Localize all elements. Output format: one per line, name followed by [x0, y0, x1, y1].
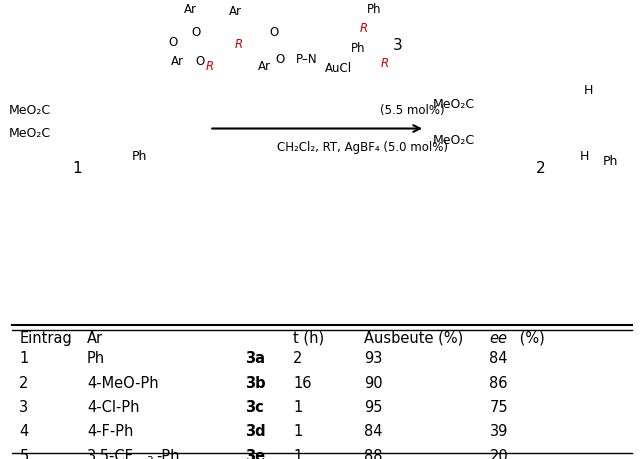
Text: 88: 88 [364, 449, 383, 459]
Text: 16: 16 [293, 376, 312, 391]
Text: 2: 2 [536, 161, 545, 176]
Text: MeO₂C: MeO₂C [433, 98, 475, 111]
Text: 2: 2 [293, 352, 303, 366]
Text: 3e: 3e [245, 449, 265, 459]
Text: 3d: 3d [245, 425, 265, 439]
Text: CH₂Cl₂, RT, AgBF₄ (5.0 mol%): CH₂Cl₂, RT, AgBF₄ (5.0 mol%) [277, 141, 448, 154]
Text: t (h): t (h) [293, 331, 324, 346]
Text: 90: 90 [364, 376, 383, 391]
Text: 1: 1 [293, 400, 302, 415]
Text: Eintrag: Eintrag [19, 331, 72, 346]
Text: R: R [234, 38, 242, 51]
Text: 3: 3 [393, 39, 402, 53]
Text: 3: 3 [146, 456, 153, 459]
Text: -Ph: -Ph [156, 449, 179, 459]
Text: H: H [583, 84, 593, 97]
Text: O: O [269, 26, 278, 39]
Text: H: H [580, 150, 589, 162]
Text: Ar: Ar [171, 56, 184, 68]
Text: Ausbeute (%): Ausbeute (%) [364, 331, 463, 346]
Text: 84: 84 [364, 425, 383, 439]
Text: O: O [276, 53, 285, 66]
Text: 95: 95 [364, 400, 383, 415]
Text: 1: 1 [293, 425, 302, 439]
Text: MeO₂C: MeO₂C [8, 127, 50, 140]
Text: Ph: Ph [351, 42, 366, 55]
Text: (%): (%) [515, 331, 545, 346]
Text: 1: 1 [73, 161, 82, 176]
Text: 4-F-Ph: 4-F-Ph [87, 425, 133, 439]
Text: MeO₂C: MeO₂C [433, 134, 475, 147]
Text: (5.5 mol%): (5.5 mol%) [380, 104, 444, 117]
Text: ee: ee [489, 331, 507, 346]
Text: Ar: Ar [229, 5, 242, 18]
Text: 75: 75 [489, 400, 508, 415]
Text: Ar: Ar [184, 3, 196, 16]
Text: 4-Cl-Ph: 4-Cl-Ph [87, 400, 140, 415]
Text: 3: 3 [19, 400, 28, 415]
Text: 4: 4 [19, 425, 28, 439]
Text: O: O [195, 56, 204, 68]
Text: Ar: Ar [258, 60, 270, 73]
Text: Ph: Ph [367, 3, 382, 16]
Text: O: O [168, 36, 177, 49]
Text: 3,5-CF: 3,5-CF [87, 449, 134, 459]
Text: 86: 86 [489, 376, 508, 391]
Text: R: R [205, 60, 213, 73]
Text: R: R [381, 57, 389, 70]
Text: 1: 1 [19, 352, 28, 366]
Text: Ph: Ph [87, 352, 105, 366]
Text: P–N: P–N [296, 53, 318, 66]
Text: 5: 5 [19, 449, 28, 459]
Text: MeO₂C: MeO₂C [8, 104, 50, 117]
Text: Ph: Ph [132, 150, 147, 162]
Text: 1: 1 [293, 449, 302, 459]
Text: 3c: 3c [245, 400, 263, 415]
Text: 84: 84 [489, 352, 508, 366]
Text: 39: 39 [489, 425, 508, 439]
Text: 4-MeO-Ph: 4-MeO-Ph [87, 376, 158, 391]
Text: Ar: Ar [87, 331, 103, 346]
Text: 3b: 3b [245, 376, 265, 391]
Text: 20: 20 [489, 449, 508, 459]
Text: R: R [360, 22, 368, 35]
Text: Ph: Ph [603, 155, 618, 168]
Text: O: O [192, 26, 201, 39]
Text: 2: 2 [19, 376, 29, 391]
Text: AuCl: AuCl [325, 62, 352, 75]
Text: 3a: 3a [245, 352, 265, 366]
Text: 93: 93 [364, 352, 383, 366]
